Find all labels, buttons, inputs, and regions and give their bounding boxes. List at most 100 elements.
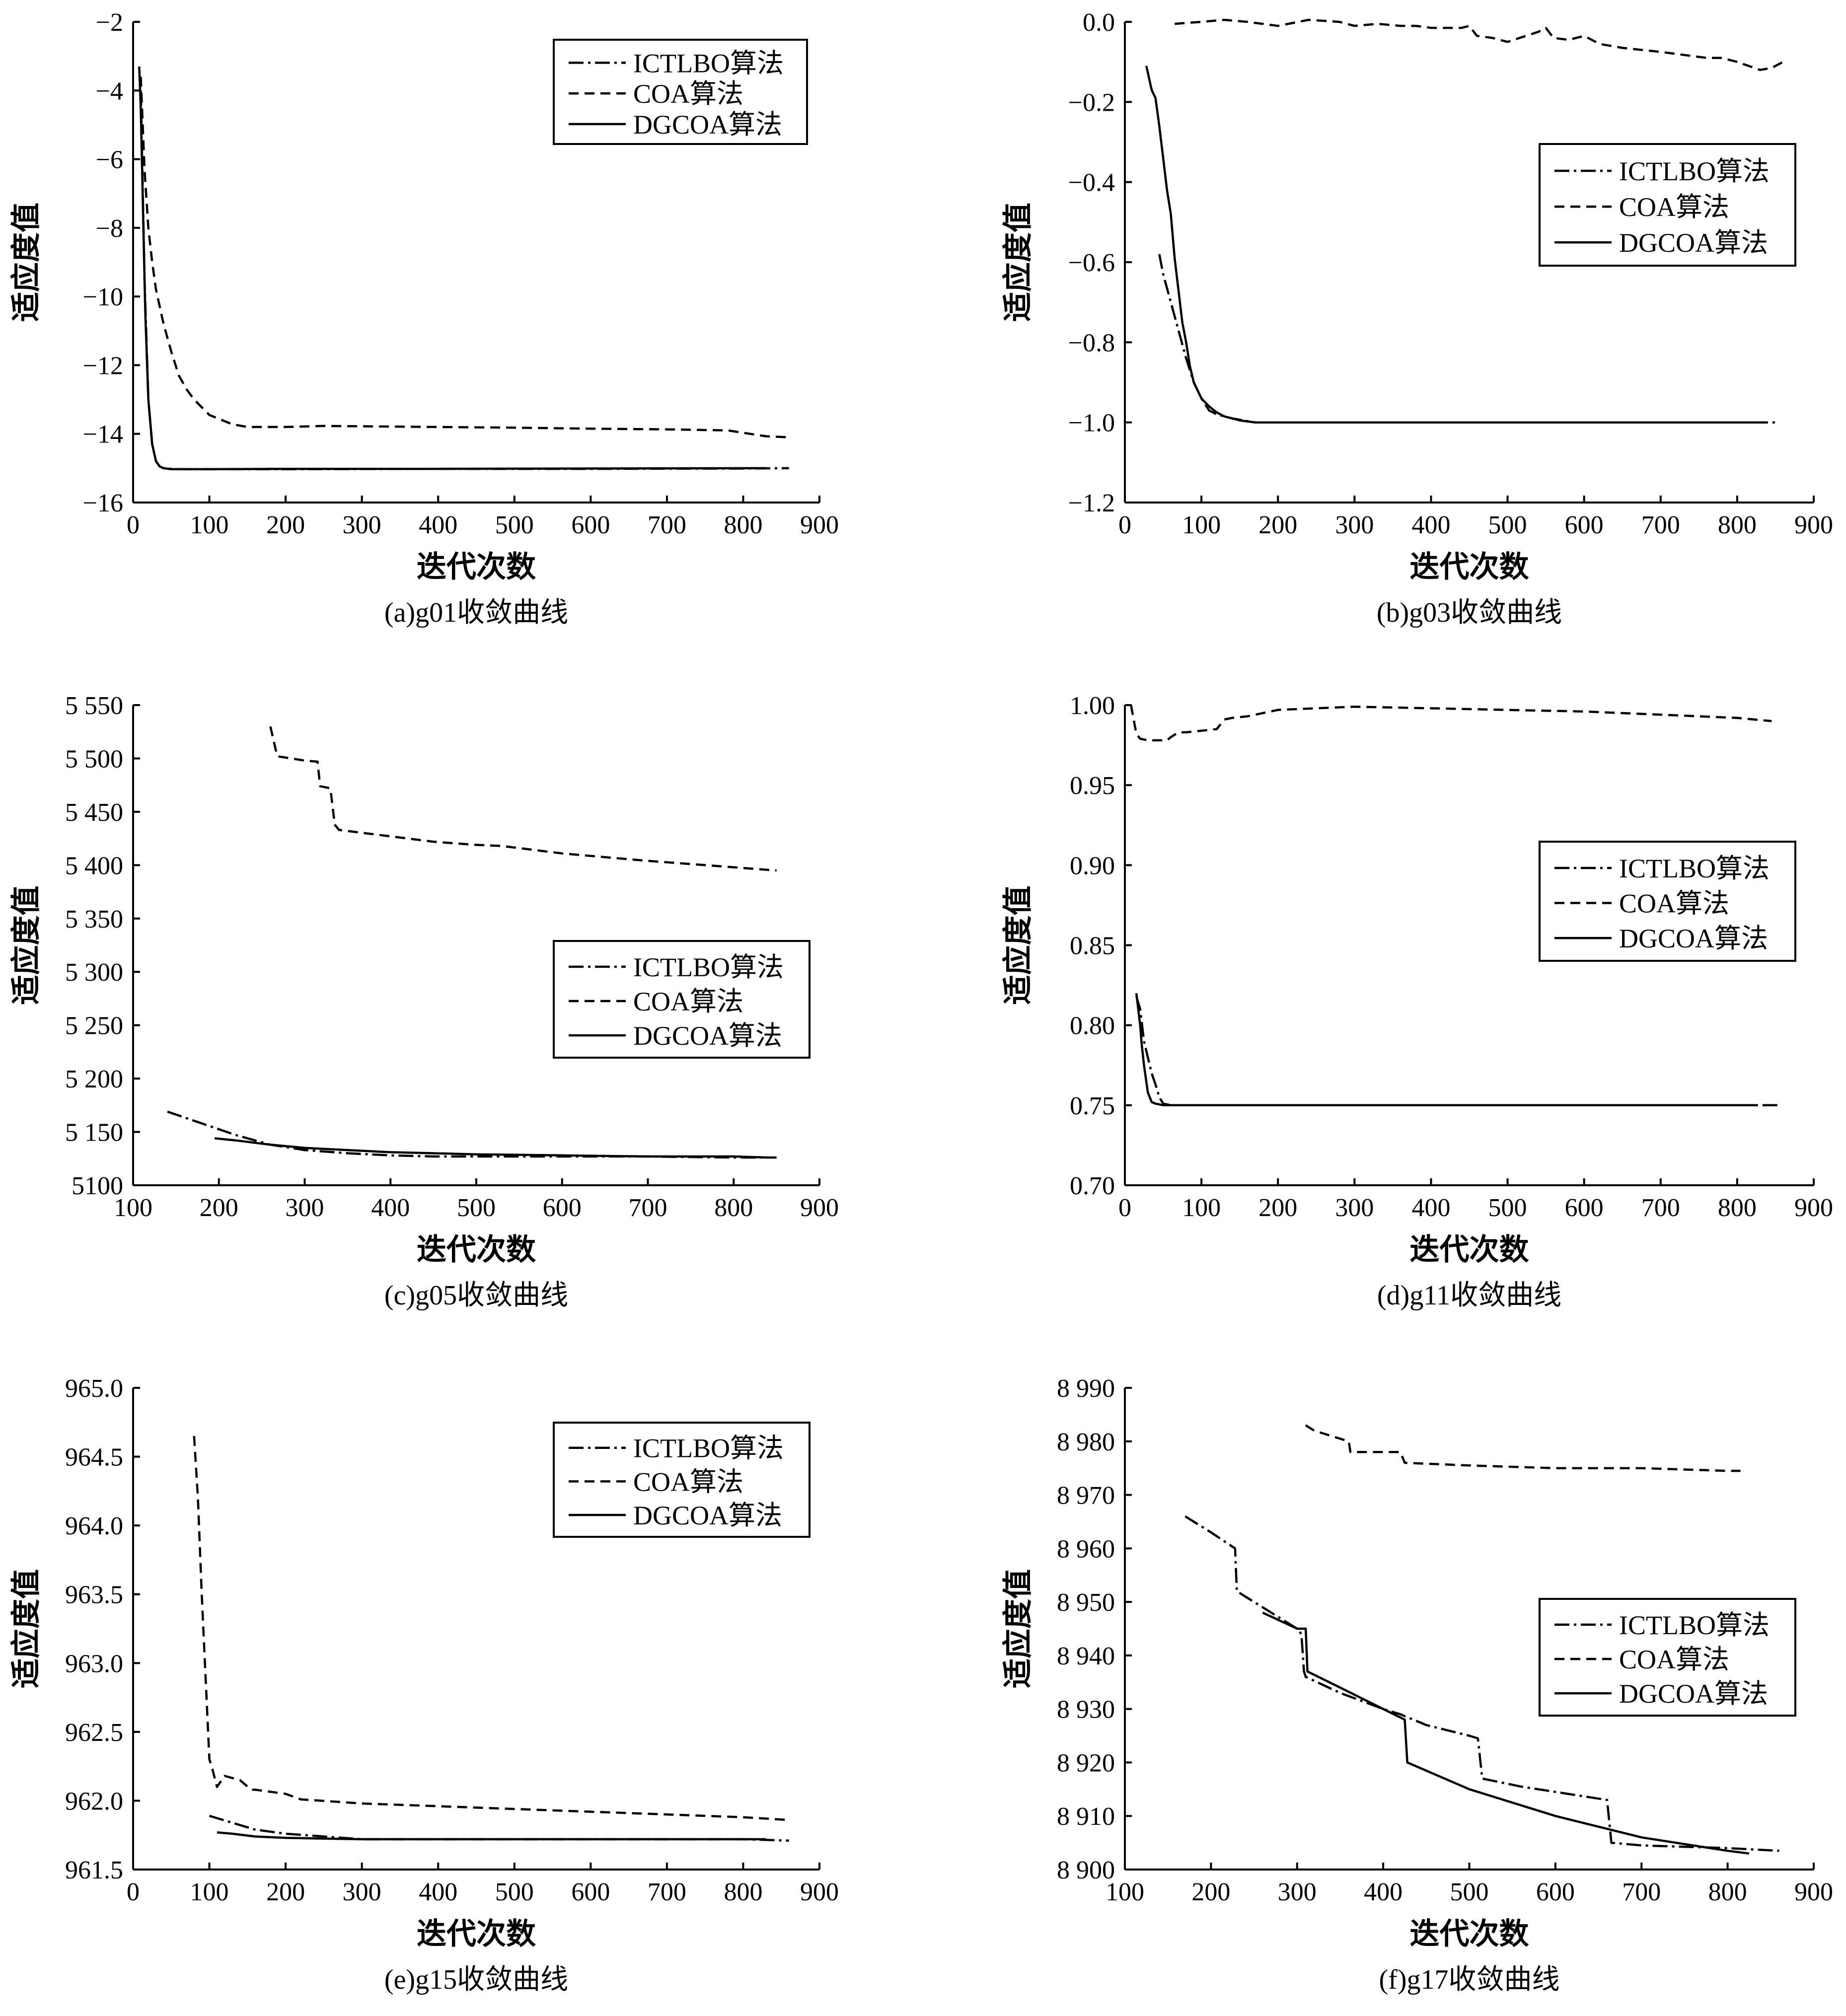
legend-label: DGCOA算法: [1619, 228, 1768, 258]
y-tick-label: 5 250: [65, 1012, 123, 1040]
x-tick-label: 700: [629, 1194, 667, 1222]
y-axis-title: 适应度值: [10, 203, 43, 322]
legend-label: COA算法: [633, 79, 743, 109]
legend-label: COA算法: [633, 1467, 743, 1497]
y-tick-label: 8 990: [1057, 1374, 1115, 1403]
x-tick-label: 700: [648, 511, 686, 539]
legend-label: COA算法: [633, 987, 743, 1016]
y-tick-label: 0.0: [1083, 8, 1115, 37]
y-tick-label: 965.0: [65, 1374, 123, 1403]
y-tick-label: 8 930: [1057, 1696, 1115, 1724]
y-tick-label: 5 550: [65, 692, 123, 720]
legend-label: COA算法: [1619, 889, 1729, 919]
y-axis-title: 适应度值: [1002, 1569, 1034, 1688]
y-tick-label: −0.2: [1068, 88, 1115, 117]
legend-frame: [1539, 143, 1796, 267]
x-tick-label: 900: [1794, 1194, 1833, 1222]
x-tick-label: 0: [127, 511, 140, 539]
x-tick-label: 900: [800, 1878, 839, 1906]
x-tick-label: 300: [1278, 1878, 1317, 1906]
y-tick-label: 1.00: [1070, 692, 1115, 720]
panel-caption: (f)g17收敛曲线: [1379, 1964, 1560, 1995]
panel-caption: (b)g03收敛曲线: [1377, 597, 1562, 628]
y-tick-label: −8: [96, 215, 123, 243]
y-tick-label: 5 400: [65, 852, 123, 880]
y-axis-title: 适应度值: [10, 1569, 43, 1688]
x-tick-label: 500: [1488, 511, 1527, 539]
y-tick-label: −2: [96, 8, 123, 37]
series-line-0: [1135, 996, 1779, 1107]
y-tick-label: 0.70: [1070, 1172, 1115, 1200]
y-tick-label: 962.5: [65, 1719, 123, 1747]
x-tick-label: 500: [1450, 1878, 1489, 1906]
x-tick-label: 200: [1258, 511, 1297, 539]
x-tick-label: 300: [1335, 511, 1374, 539]
y-tick-label: 0.80: [1070, 1012, 1115, 1040]
y-tick-label: 0.75: [1070, 1092, 1115, 1120]
y-tick-label: −6: [96, 146, 123, 174]
legend-frame: [553, 39, 808, 145]
x-tick-label: 400: [419, 511, 457, 539]
series-line-0: [1158, 254, 1779, 424]
legend-label: COA算法: [1619, 192, 1729, 222]
chart-panel-1: 0 100 200 300 400 500 600 700 800 900 −1.2 −1.0 −0.8…: [1002, 8, 1833, 628]
x-axis-title: 迭代次数: [417, 1233, 536, 1266]
x-tick-label: 300: [286, 1194, 324, 1222]
y-tick-label: 963.5: [65, 1581, 123, 1609]
series-line-1: [1130, 705, 1772, 742]
x-tick-label: 200: [1191, 1878, 1230, 1906]
y-tick-label: 0.95: [1070, 772, 1115, 800]
x-axis-title: 迭代次数: [417, 551, 536, 583]
chart-panel-2: 100 200 300 400 500 600 700 800 900 5100 5 150 5 20…: [10, 692, 839, 1311]
y-tick-label: 8 950: [1057, 1588, 1115, 1617]
series-line-2: [1135, 993, 1757, 1107]
legend-frame: [553, 1422, 811, 1538]
y-tick-label: 8 960: [1057, 1535, 1115, 1563]
x-tick-label: 100: [1182, 1194, 1221, 1222]
legend-label: DGCOA算法: [633, 110, 782, 140]
legend-label: DGCOA算法: [1619, 1679, 1768, 1709]
series-line-1: [193, 1436, 789, 1821]
legend-frame: [553, 940, 811, 1059]
series-line-0: [140, 90, 789, 471]
legend-frame: [1539, 841, 1796, 962]
y-tick-label: 8 940: [1057, 1642, 1115, 1670]
x-tick-label: 100: [190, 1878, 229, 1906]
x-axis-title: 迭代次数: [1410, 1233, 1529, 1266]
legend-label: DGCOA算法: [633, 1501, 782, 1530]
y-tick-label: 8 970: [1057, 1482, 1115, 1510]
y-tick-label: −1.2: [1068, 489, 1115, 517]
x-tick-label: 800: [1708, 1878, 1747, 1906]
series-line-2: [1262, 1611, 1750, 1855]
series-line-0: [167, 1110, 777, 1159]
x-tick-label: 500: [1488, 1194, 1527, 1222]
x-tick-label: 600: [1565, 511, 1604, 539]
series-line-1: [269, 726, 777, 872]
chart-panel-5: 100 200 300 400 500 600 700 800 900 8 900 8 910 8 9…: [1002, 1374, 1833, 1995]
legend-label: DGCOA算法: [1619, 924, 1768, 953]
x-tick-label: 800: [724, 1878, 762, 1906]
x-tick-label: 600: [1536, 1878, 1575, 1906]
legend-frame: [1539, 1598, 1796, 1717]
panel-caption: (c)g05收敛曲线: [384, 1280, 568, 1311]
x-tick-label: 900: [1794, 511, 1833, 539]
x-tick-label: 0: [1118, 1194, 1131, 1222]
x-tick-label: 900: [800, 1194, 839, 1222]
y-tick-label: 964.5: [65, 1443, 123, 1472]
x-tick-label: 100: [190, 511, 229, 539]
panel-caption: (e)g15收敛曲线: [384, 1964, 568, 1995]
x-tick-label: 200: [200, 1194, 238, 1222]
y-tick-label: 5100: [72, 1172, 123, 1200]
x-tick-label: 700: [1622, 1878, 1661, 1906]
x-tick-label: 700: [1641, 1194, 1680, 1222]
y-tick-label: 5 150: [65, 1119, 123, 1147]
x-tick-label: 300: [1335, 1194, 1374, 1222]
chart-panel-3: 0 100 200 300 400 500 600 700 800 900 0.70 0.75 0.80…: [1002, 692, 1833, 1311]
legend-label: ICTLBO算法: [1619, 854, 1770, 883]
series-line-2: [217, 1831, 766, 1841]
x-tick-label: 400: [419, 1878, 457, 1906]
